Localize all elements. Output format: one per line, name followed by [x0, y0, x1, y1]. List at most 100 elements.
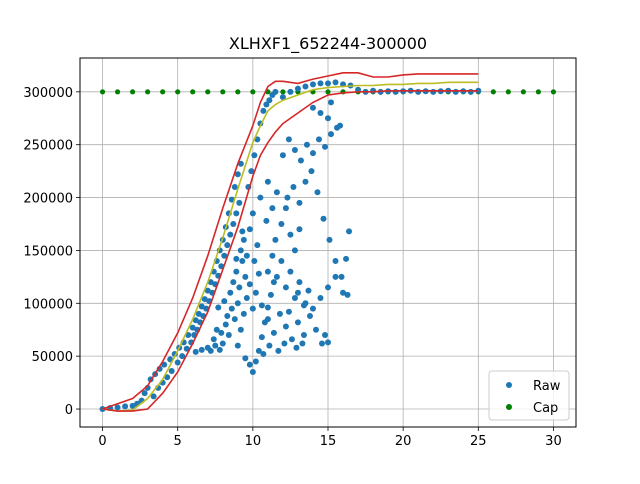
raw-point: [300, 332, 307, 339]
x-tick-label: 25: [470, 434, 487, 449]
raw-point: [317, 109, 324, 116]
cap-point: [505, 89, 511, 95]
raw-point: [270, 279, 277, 286]
raw-point: [315, 136, 322, 143]
raw-point: [294, 85, 301, 92]
raw-point: [281, 340, 288, 347]
raw-point: [227, 289, 234, 296]
raw-point: [183, 345, 190, 352]
raw-point: [254, 136, 261, 143]
cap-point: [160, 89, 166, 95]
raw-point: [296, 199, 303, 206]
raw-point: [332, 273, 339, 280]
raw-point: [296, 279, 303, 286]
cap-point: [250, 89, 256, 95]
legend: Raw Cap: [488, 370, 570, 421]
raw-point: [225, 332, 232, 339]
raw-point: [467, 88, 474, 95]
x-tick-label: 0: [98, 434, 106, 449]
raw-point: [249, 210, 256, 217]
raw-point: [174, 359, 181, 366]
raw-point: [222, 321, 229, 328]
raw-point: [305, 287, 312, 294]
cap-point: [175, 89, 181, 95]
fit-lines: [102, 72, 479, 412]
raw-point: [415, 88, 422, 95]
raw-point: [328, 131, 335, 138]
raw-point: [309, 305, 316, 312]
raw-point: [294, 319, 301, 326]
raw-point: [282, 323, 289, 330]
line-lower: [102, 90, 479, 412]
raw-point: [234, 300, 241, 307]
raw-point: [290, 183, 297, 190]
raw-point: [320, 215, 327, 222]
raw-point: [254, 242, 261, 249]
raw-point: [198, 346, 205, 353]
cap-point: [535, 89, 542, 95]
raw-point: [263, 217, 270, 224]
raw-point: [325, 115, 331, 122]
raw-point: [279, 152, 286, 159]
raw-point: [278, 258, 285, 265]
raw-point: [201, 296, 208, 303]
raw-point: [207, 279, 214, 286]
raw-point: [309, 81, 316, 88]
raw-point: [270, 329, 277, 336]
raw-point: [212, 342, 219, 349]
raw-point: [266, 342, 273, 349]
raw-point: [297, 157, 304, 164]
x-tick-label: 15: [320, 434, 337, 449]
cap-point: [114, 89, 121, 95]
raw-point: [282, 205, 289, 212]
raw-point: [239, 258, 246, 265]
y-tick-label: 250000: [23, 139, 73, 154]
raw-point: [252, 289, 259, 296]
raw-point: [249, 305, 256, 312]
legend-cap-label: Cap: [533, 401, 558, 416]
raw-point: [344, 291, 351, 298]
raw-point: [302, 300, 309, 307]
raw-point: [221, 252, 228, 259]
raw-point: [318, 340, 325, 347]
raw-point: [255, 347, 262, 354]
raw-point: [273, 273, 280, 280]
raw-point: [240, 236, 247, 243]
raw-point: [179, 353, 186, 360]
raw-point: [269, 252, 276, 259]
raw-point: [168, 367, 175, 374]
raw-point: [269, 205, 276, 212]
raw-point: [430, 88, 437, 95]
raw-point: [291, 146, 298, 153]
raw-point: [293, 344, 300, 351]
raw-point: [287, 231, 294, 238]
raw-point: [299, 340, 306, 347]
raw-point: [227, 231, 234, 238]
raw-point: [234, 342, 241, 349]
raw-point: [306, 312, 313, 319]
raw-point: [239, 228, 246, 235]
raw-point: [291, 247, 298, 254]
cap-point: [190, 89, 196, 95]
y-tick-label: 0: [65, 403, 73, 418]
raw-point: [141, 390, 148, 397]
raw-point: [302, 178, 309, 185]
raw-point: [258, 334, 265, 341]
raw-point: [279, 94, 286, 101]
x-tick-label: 10: [245, 434, 262, 449]
legend-raw-label: Raw: [533, 379, 561, 394]
y-tick-label: 300000: [23, 86, 73, 101]
raw-point: [189, 324, 196, 331]
raw-point: [260, 351, 267, 358]
raw-point: [314, 189, 321, 196]
raw-point: [246, 281, 253, 288]
raw-point: [230, 279, 237, 286]
raw-point: [213, 326, 220, 333]
raw-point: [303, 141, 310, 148]
raw-point: [204, 344, 211, 351]
cap-point: [99, 89, 106, 95]
legend-raw-marker: [506, 382, 512, 388]
line-mean: [102, 81, 479, 412]
